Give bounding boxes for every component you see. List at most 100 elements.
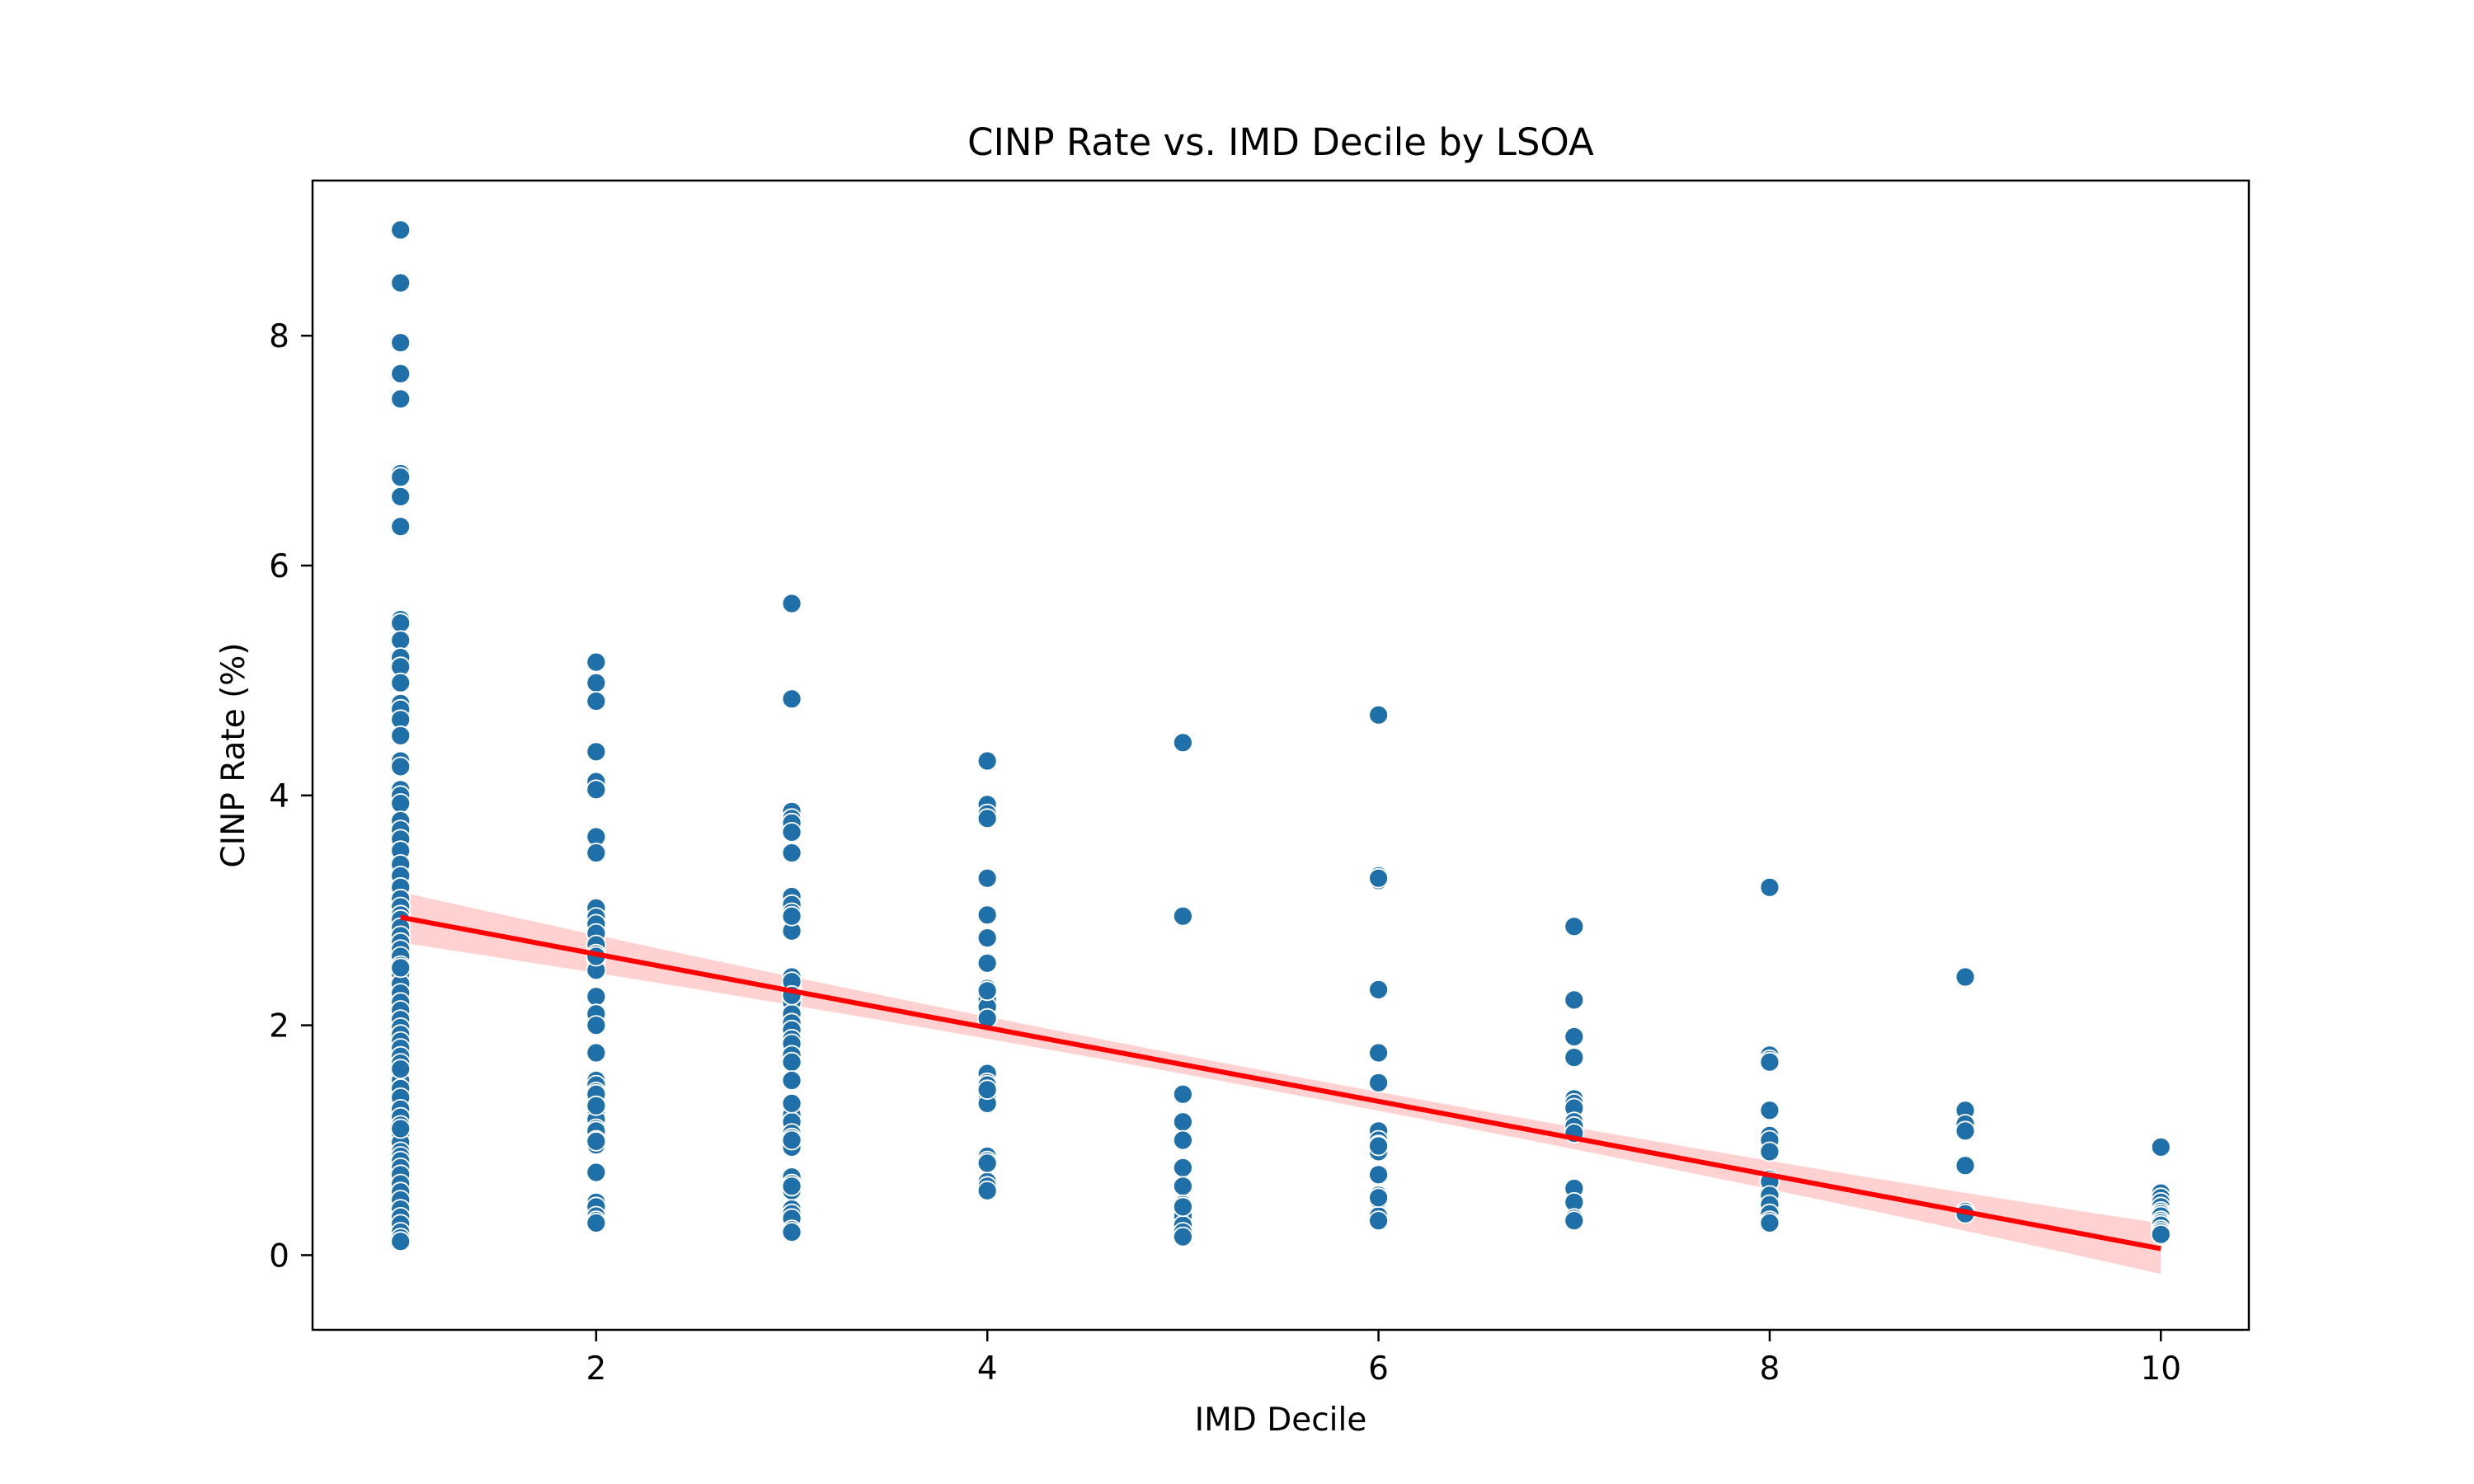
- scatter-point: [1173, 905, 1193, 927]
- scatter-point: [586, 1162, 607, 1183]
- scatter-point: [390, 363, 412, 384]
- scatter-point: [1173, 1176, 1193, 1197]
- y-tick-label: 2: [269, 1008, 289, 1045]
- scatter-point: [781, 905, 802, 927]
- scatter-point: [2150, 1137, 2171, 1158]
- scatter-point: [1173, 1158, 1193, 1178]
- scatter-point: [390, 613, 412, 634]
- x-axis-ticks: 2 4 6 8 10: [586, 1330, 2181, 1388]
- scatter-point: [976, 928, 998, 948]
- scatter-point: [586, 1015, 607, 1036]
- scatter-point: [586, 1042, 607, 1064]
- scatter-point: [1564, 1026, 1585, 1047]
- scatter-point: [1368, 1072, 1389, 1093]
- scatter-point: [390, 756, 412, 777]
- scatter-point: [1368, 1164, 1389, 1186]
- scatter-point: [390, 388, 412, 410]
- scatter-point: [1368, 1187, 1389, 1209]
- scatter-point: [976, 750, 998, 772]
- x-tick-label: 8: [1760, 1350, 1780, 1388]
- scatter-point: [586, 1095, 607, 1116]
- scatter-point: [976, 980, 998, 1002]
- scatter-point: [1173, 1196, 1193, 1218]
- scatter-point: [390, 957, 412, 979]
- scatter-point: [1368, 867, 1389, 889]
- scatter-point: [586, 691, 607, 711]
- scatter-point: [390, 672, 412, 693]
- scatter-point: [781, 1222, 802, 1242]
- scatter-point: [1759, 1141, 1780, 1162]
- scatter-point: [976, 952, 998, 974]
- scatter-point: [586, 1213, 607, 1233]
- scatter-point: [976, 1180, 998, 1201]
- x-tick-label: 6: [1368, 1350, 1389, 1388]
- plot-area-frame: [311, 179, 2251, 1331]
- scatter-point: [390, 1059, 412, 1079]
- regression-line-layer: [400, 914, 2161, 1252]
- scatter-point: [1564, 1210, 1585, 1231]
- scatter-point: [1173, 1111, 1193, 1133]
- scatter-point: [1368, 704, 1389, 726]
- scatter-point: [781, 1129, 802, 1151]
- y-axis-ticks: 0 2 4 6 8: [269, 318, 313, 1275]
- scatter-point: [1173, 1129, 1193, 1151]
- x-tick-label: 4: [977, 1350, 998, 1388]
- scatter-point: [390, 516, 412, 537]
- scatter-point: [390, 725, 412, 746]
- x-tick-label: 10: [2140, 1350, 2181, 1388]
- scatter-point: [390, 1118, 412, 1139]
- scatter-point: [1759, 876, 1780, 898]
- scatter-point: [1368, 1042, 1389, 1064]
- y-tick-label: 4: [269, 778, 289, 815]
- scatter-point: [1173, 732, 1193, 754]
- scatter-point: [586, 986, 607, 1007]
- scatter-point: [586, 779, 607, 801]
- scatter-point: [1564, 1047, 1585, 1068]
- scatter-point: [1564, 916, 1585, 937]
- scatter-point: [390, 1231, 412, 1252]
- scatter-point: [1368, 1210, 1389, 1231]
- y-tick-label: 0: [269, 1237, 289, 1275]
- scatter-point: [1173, 1083, 1193, 1105]
- scatter-point: [586, 843, 607, 863]
- scatter-point: [781, 688, 802, 710]
- scatter-point: [781, 1176, 802, 1197]
- scatter-point: [781, 822, 802, 843]
- y-tick-label: 6: [269, 548, 289, 585]
- regression-line: [400, 914, 2161, 1252]
- scatter-point: [1368, 979, 1389, 1000]
- scatter-point: [390, 467, 412, 488]
- scatter-point: [390, 793, 412, 814]
- scatter-point: [976, 1079, 998, 1101]
- scatter-point: [781, 593, 802, 614]
- scatter-point: [781, 843, 802, 863]
- scatter-point: [1954, 1120, 1976, 1142]
- scatter-point: [390, 630, 412, 650]
- scatter-point: [1173, 1226, 1193, 1247]
- y-tick-label: 8: [269, 318, 289, 355]
- scatter-point: [586, 741, 607, 763]
- scatter-point: [1368, 1135, 1389, 1157]
- scatter-point: [390, 219, 412, 241]
- scatter-point: [390, 332, 412, 354]
- scatter-point: [976, 904, 998, 926]
- scatter-point: [976, 808, 998, 829]
- x-axis-label: IMD Decile: [1195, 1402, 1367, 1439]
- x-tick-label: 2: [586, 1350, 606, 1388]
- y-axis-label: CINP Rate (%): [215, 642, 252, 867]
- scatter-point: [390, 272, 412, 294]
- chart-title: CINP Rate vs. IMD Decile by LSOA: [967, 120, 1594, 164]
- scatter-point: [1759, 1051, 1780, 1073]
- scatter-point: [976, 867, 998, 889]
- scatter-point: [1954, 1155, 1976, 1176]
- scatter-point: [586, 1131, 607, 1152]
- scatter-point: [781, 1070, 802, 1091]
- scatter-point: [1954, 966, 1976, 988]
- scatter-point: [1564, 989, 1585, 1011]
- scatter-point: [586, 651, 607, 673]
- scatter-points-layer: [390, 219, 2171, 1252]
- scatter-point: [586, 672, 607, 693]
- scatter-point: [2150, 1223, 2171, 1245]
